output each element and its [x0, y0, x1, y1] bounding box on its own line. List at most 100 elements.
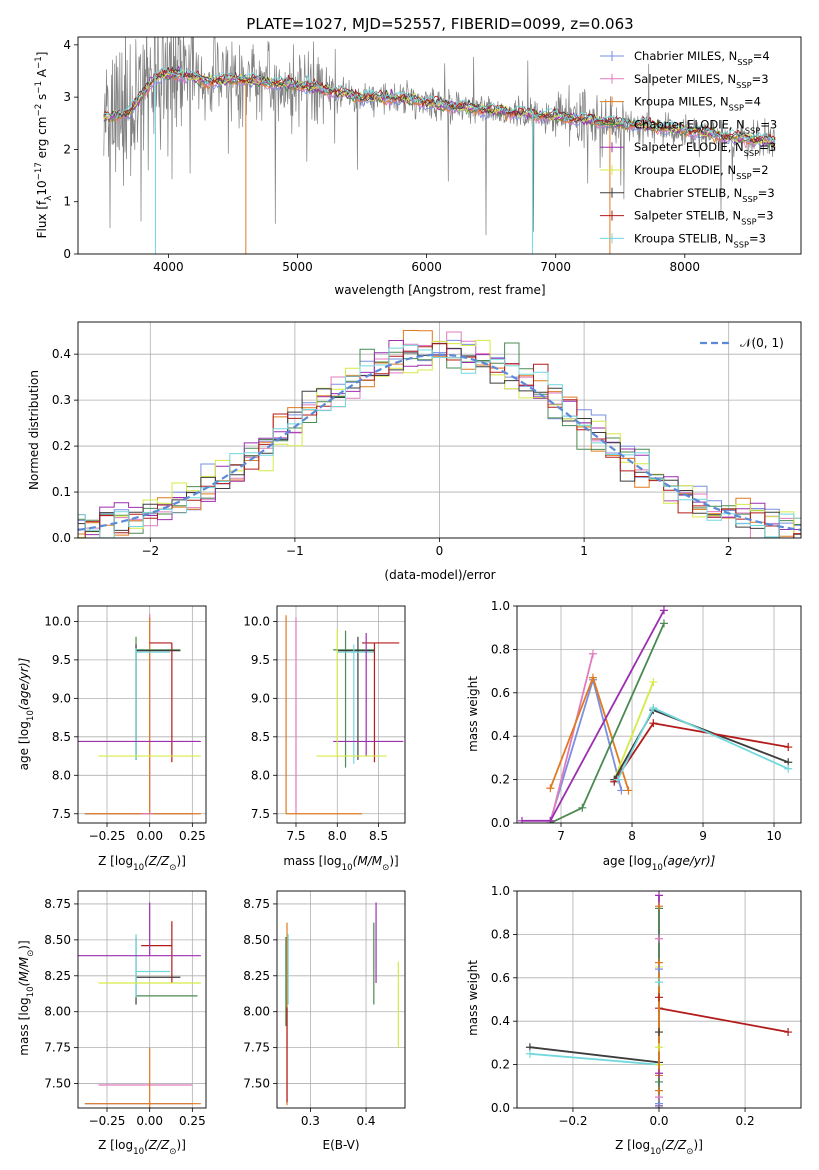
legend-entry: Chabrier MILES, NSSP=4 [634, 49, 770, 67]
y-tick-label: 7.5 [52, 807, 71, 821]
y-axis-label: age [log10(age/yr)] [17, 657, 36, 770]
label-part: 10 [26, 710, 36, 721]
y-tick-label: 7.50 [44, 1077, 71, 1091]
label-part: =3 [757, 209, 774, 223]
x-axis-label: wavelength [Angstrom, rest frame] [334, 283, 545, 297]
x-tick-label: 0.00 [136, 1114, 163, 1128]
label-part: (M/M [17, 956, 31, 986]
y-tick-label: 8.5 [52, 730, 71, 744]
x-tick-label: 9 [699, 829, 707, 843]
x-tick-label: 5000 [282, 260, 313, 274]
normal-curve [78, 353, 801, 531]
y-tick-label: 0.0 [491, 1101, 510, 1115]
x-axis-label: Z [log10(Z/Z⊙)] [98, 1138, 186, 1157]
label-part: 10 [652, 863, 663, 873]
weight-series-marker [784, 1028, 793, 1037]
residual-histogram [78, 330, 801, 538]
label-part: =3 [759, 140, 776, 154]
x-tick-label: −0.25 [89, 829, 126, 843]
weight-series-marker [659, 606, 668, 615]
weight-series-marker [546, 816, 555, 823]
weight-series-marker [649, 677, 658, 686]
label-part: mass [log [283, 854, 341, 868]
data-layer [285, 615, 404, 815]
label-part: =4 [744, 95, 761, 109]
x-axis-label: age [log10(age/yr)] [603, 854, 716, 873]
label-part: SSP [729, 103, 744, 113]
y-tick-label: 8.50 [44, 933, 71, 947]
x-tick-label: 7 [557, 829, 565, 843]
plot-area [517, 891, 801, 1108]
weight-series-marker [525, 1049, 534, 1058]
y-tick-label: 8.75 [243, 897, 270, 911]
label-part: =3 [760, 117, 777, 131]
model-spectrum-line [103, 66, 776, 142]
axes-frame [276, 605, 406, 824]
weight-series-line [613, 681, 655, 780]
weight-series-marker [649, 703, 658, 712]
label-part: Z [log [98, 854, 133, 868]
weight-series-line [522, 609, 665, 822]
label-part: SSP [736, 80, 751, 90]
x-tick-label: 8.5 [369, 829, 388, 843]
label-part: )] [177, 854, 186, 868]
weight-series-line [613, 709, 789, 781]
label-part: Z [log [98, 1138, 133, 1152]
x-tick-label: 0.3 [301, 1114, 320, 1128]
plot-area [277, 891, 405, 1108]
x-tick-label: 4000 [153, 260, 184, 274]
label-part: 10 [35, 180, 49, 195]
x-tick-label: 8.0 [328, 829, 347, 843]
weight-series-marker [546, 784, 555, 793]
data-layer [78, 330, 801, 538]
x-tick-label: 10 [766, 829, 781, 843]
label-part: Kroupa ELODIE, N [634, 163, 736, 177]
y-tick-label: 0.4 [52, 347, 71, 361]
weight-series-marker [655, 1069, 663, 1078]
axes-frame [77, 36, 802, 255]
label-part: =3 [758, 186, 775, 200]
x-tick-label: −1 [286, 544, 304, 558]
label-part: (age/yr)] [17, 657, 31, 710]
label-part: ⊙ [26, 950, 36, 957]
spectrum-panel: 4000 5000 6000 7000 8000 0 1 2 3 4 wavelength [Ang… [34, 36, 802, 297]
z-weight-panel: −0.2 0.0 0.2 0.0 0.2 0.4 0.6 0.8 1.0 Z [log10(Z/Z… [466, 884, 802, 1157]
weight-series-marker [655, 1028, 663, 1037]
label-part: −1 [34, 81, 44, 94]
y-tick-label: 9.0 [52, 691, 71, 705]
y-tick-label: 8.25 [44, 969, 71, 983]
x-tick-label: −0.2 [558, 1114, 587, 1128]
x-tick-label: 1 [580, 544, 588, 558]
data-layer [78, 613, 201, 815]
y-tick-label: 8.0 [52, 768, 71, 782]
y-tick-label: 7.5 [251, 807, 270, 821]
label-part: )] [177, 1138, 186, 1152]
x-tick-label: 0.4 [356, 1114, 375, 1128]
x-axis-label: (data-model)/error [384, 568, 495, 582]
label-part: (age/yr)] [663, 854, 716, 868]
label-part: −17 [34, 162, 44, 180]
y-tick-label: 7.75 [44, 1041, 71, 1055]
y-tick-label: 0.6 [491, 686, 510, 700]
label-part: )] [17, 940, 31, 949]
y-tick-label: 0.8 [491, 927, 510, 941]
y-tick-label: 0.2 [491, 773, 510, 787]
figure-title: PLATE=1027, MJD=52557, FIBERID=0099, z=0… [246, 15, 633, 33]
weight-series-marker [655, 993, 663, 1002]
y-tick-label: 3 [63, 90, 71, 104]
data-layer [78, 902, 201, 1108]
x-tick-label: 8 [628, 829, 636, 843]
y-tick-label: 0.4 [491, 1014, 510, 1028]
data-layer [525, 891, 793, 1108]
weight-series-line [658, 1007, 789, 1033]
label-part: SSP [742, 194, 757, 204]
x-tick-label: 0.25 [179, 1114, 206, 1128]
label-part: (M/M [353, 854, 383, 868]
label-part: 10 [133, 863, 144, 873]
weight-series-marker [655, 965, 663, 974]
x-axis-label: E(B-V) [322, 1138, 359, 1152]
weight-series-marker [655, 978, 663, 987]
label-part: =3 [749, 231, 766, 245]
label-part: =3 [752, 72, 769, 86]
weight-series-marker [784, 764, 793, 773]
